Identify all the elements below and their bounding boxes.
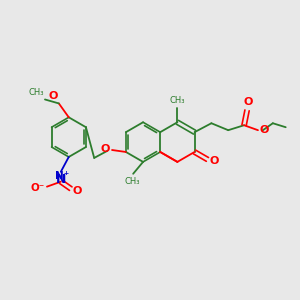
Text: O⁻: O⁻ — [31, 183, 45, 193]
Text: O: O — [243, 98, 253, 107]
Text: CH₃: CH₃ — [169, 96, 185, 105]
Text: CH₃: CH₃ — [28, 88, 44, 98]
Text: O: O — [209, 156, 219, 167]
Text: CH₃: CH₃ — [124, 177, 140, 186]
Text: O: O — [260, 125, 269, 135]
Text: O: O — [49, 92, 58, 101]
Text: O: O — [73, 186, 82, 196]
Text: N⁺: N⁺ — [55, 171, 69, 181]
Text: O: O — [101, 144, 110, 154]
Text: N: N — [56, 173, 66, 186]
